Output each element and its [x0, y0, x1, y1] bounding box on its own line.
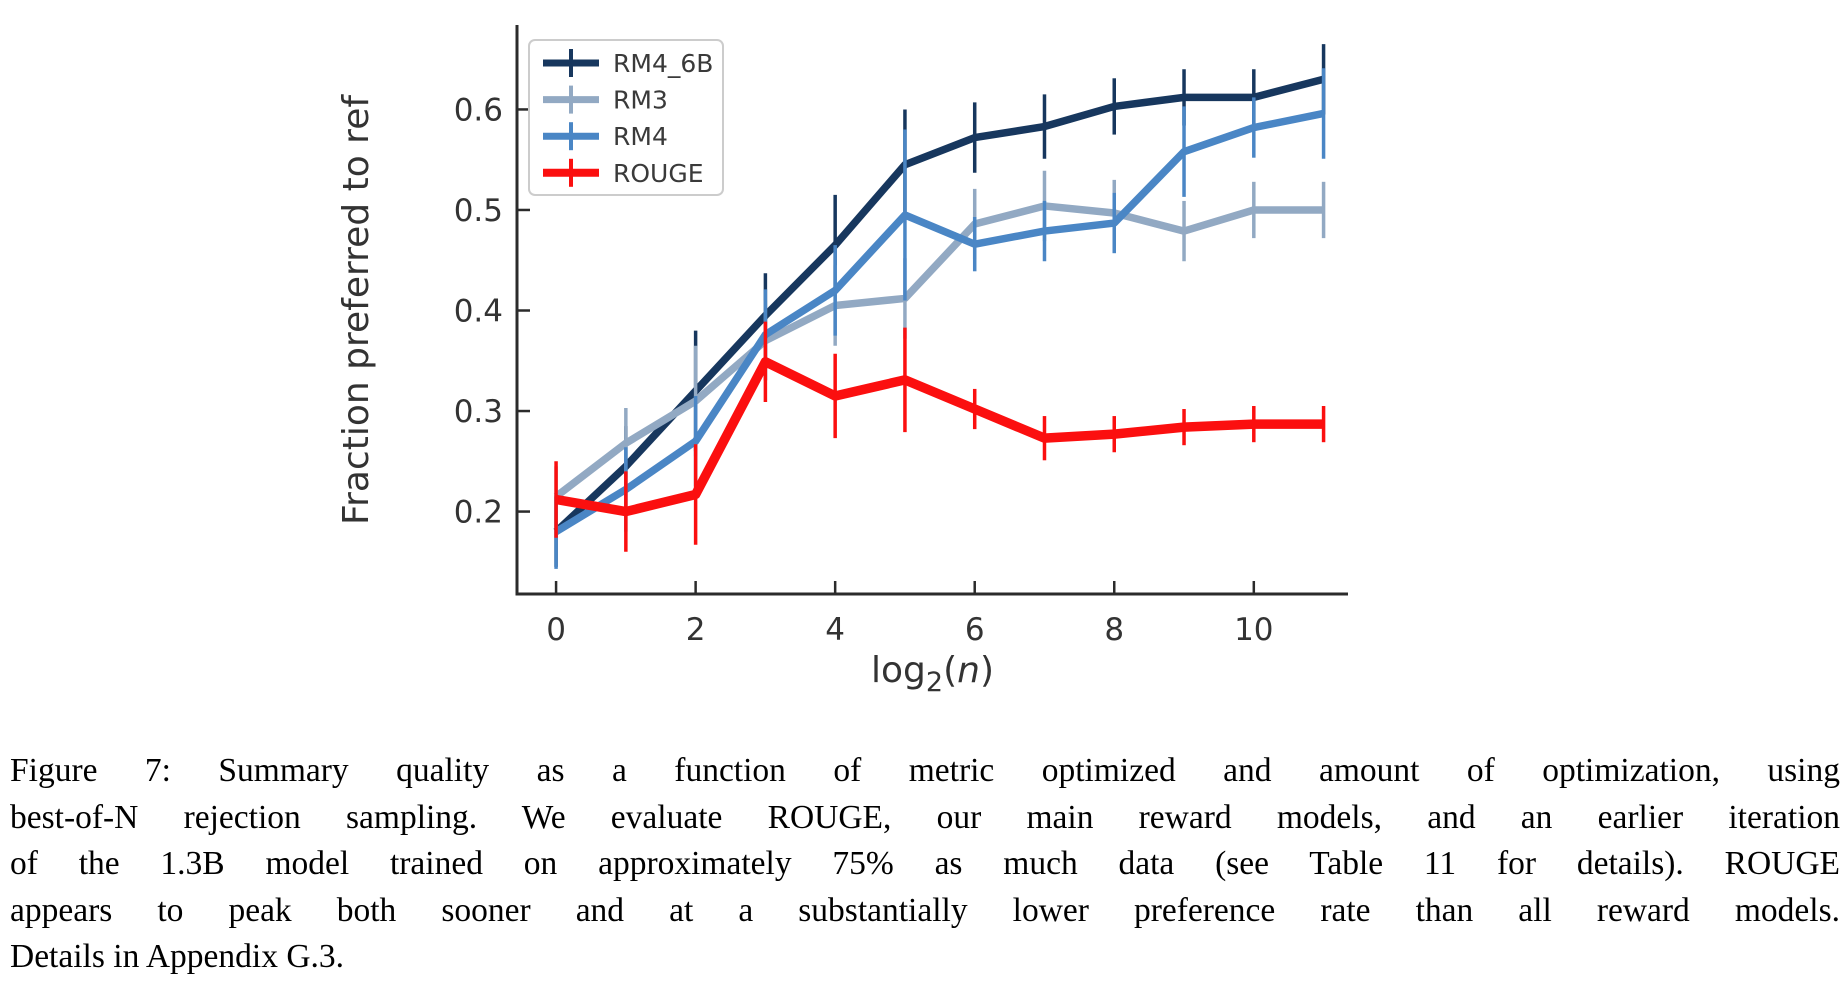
x-tick-label: 0 — [546, 612, 566, 648]
y-axis-label: Fraction preferred to ref — [336, 94, 377, 525]
caption-line: appears to peak both sooner and at a sub… — [10, 891, 1840, 929]
figure-caption: Figure 7: Summary quality as a function … — [10, 748, 1840, 981]
legend: RM4_6B RM3 RM4 ROUGE — [528, 39, 724, 196]
axes: 0.2 0.3 0.4 0.5 0.6 0 2 4 6 8 10 Fraction preferred… — [336, 25, 1348, 698]
x-tick-label: 6 — [965, 612, 985, 648]
y-tick-label: 0.3 — [454, 394, 503, 430]
y-tick-label: 0.4 — [454, 294, 503, 330]
legend-label: RM4_6B — [613, 49, 713, 78]
series-line-RM3 — [553, 202, 1324, 500]
figure-7-line-chart: 0.2 0.3 0.4 0.5 0.6 0 2 4 6 8 10 Fraction preferred… — [336, 25, 1348, 698]
y-tick-label: 0.5 — [454, 193, 503, 229]
x-tick-label: 10 — [1234, 612, 1273, 648]
series-line-RM4_6B — [553, 75, 1325, 535]
x-tick-label: 4 — [825, 612, 845, 648]
caption-line: best-of-N rejection sampling. We evaluat… — [10, 798, 1840, 836]
series-line-RM4 — [554, 109, 1325, 535]
series-line-ROUGE — [555, 357, 1324, 517]
caption-line: Figure 7: Summary quality as a function … — [10, 752, 1840, 789]
x-tick-label: 8 — [1104, 612, 1124, 648]
y-tick-label: 0.6 — [454, 92, 503, 128]
legend-label: RM3 — [613, 86, 668, 115]
series-RM3 — [553, 170, 1326, 527]
legend-box — [528, 39, 724, 196]
caption-line: of the 1.3B model trained on approximate… — [10, 845, 1840, 882]
legend-label: RM4 — [613, 122, 668, 151]
caption-line: Details in Appendix G.3. — [10, 938, 345, 975]
x-tick-label: 2 — [686, 612, 706, 648]
x-axis-label: log2(n) — [871, 650, 994, 698]
series-ROUGE — [554, 321, 1326, 552]
y-tick-label: 0.2 — [454, 495, 503, 531]
legend-label: ROUGE — [613, 159, 704, 188]
